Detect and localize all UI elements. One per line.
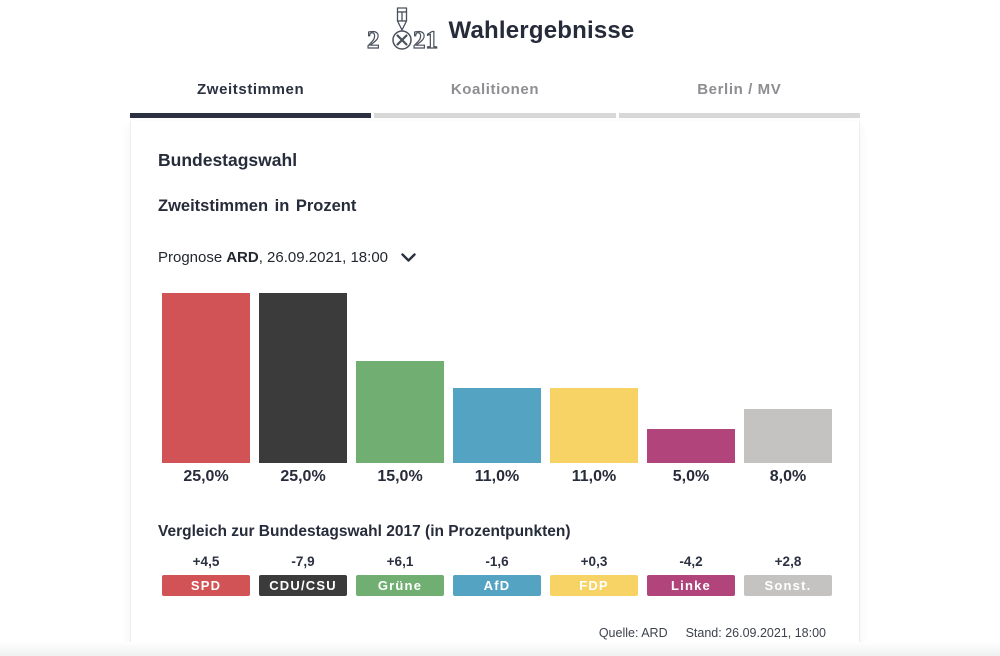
bar-fdp: [550, 388, 638, 463]
value-label-gr-ne: 15,0%: [377, 468, 423, 485]
bar-cdu-csu: [259, 293, 347, 463]
change-fdp: +0,3: [580, 554, 608, 569]
party-badge-gr-ne: Grüne: [356, 575, 444, 596]
party-badge-linke: Linke: [647, 575, 735, 596]
tab-zweitstimmen[interactable]: Zweitstimmen: [130, 81, 372, 118]
bar-linke: [647, 429, 735, 463]
party-badge-afd: AfD: [453, 575, 541, 596]
change-spd: +4,5: [192, 554, 220, 569]
value-label-fdp: 11,0%: [571, 468, 617, 485]
app-header: 2 21 Wahlergebnisse: [0, 6, 1000, 56]
change-sonst: +2,8: [774, 554, 802, 569]
prognose-source: ARD: [226, 249, 259, 266]
results-card: Bundestagswahl Zweitstimmen in Prozent P…: [130, 121, 860, 647]
tab-berlin-mv[interactable]: Berlin / MV: [618, 81, 860, 118]
change-cdu-csu: -7,9: [291, 554, 315, 569]
ballot-pencil-2021-logo-icon: 2 21: [366, 6, 440, 57]
party-badges-row: SPD CDU/CSU Grüne AfD FDP Linke Sonst.: [162, 575, 832, 596]
party-badge-fdp: FDP: [550, 575, 638, 596]
prognose-prefix: Prognose: [158, 249, 223, 266]
change-afd: -1,6: [485, 554, 509, 569]
tab-koalitionen[interactable]: Koalitionen: [374, 81, 616, 118]
logo-digits-21: 21: [413, 27, 438, 52]
value-label-linke: 5,0%: [672, 468, 710, 485]
party-badge-cdu-csu: CDU/CSU: [259, 575, 347, 596]
app-title: Wahlergebnisse: [448, 17, 635, 44]
stand-label: Stand: 26.09.2021, 18:00: [685, 626, 826, 640]
bar-sonst: [744, 409, 832, 463]
chart-title: Zweitstimmen in Prozent: [158, 197, 357, 215]
chevron-down-icon: [400, 252, 417, 263]
value-label-sonst: 8,0%: [769, 468, 807, 485]
party-badge-sonst: Sonst.: [744, 575, 832, 596]
tab-bar: Zweitstimmen Koalitionen Berlin / MV: [130, 81, 860, 118]
prognose-selector[interactable]: Prognose ARD , 26.09.2021, 18:00: [158, 249, 417, 266]
comparison-title: Vergleich zur Bundestagswahl 2017 (in Pr…: [158, 523, 571, 540]
party-badge-spd: SPD: [162, 575, 250, 596]
change-linke: -4,2: [679, 554, 703, 569]
bar-gr-ne: [356, 361, 444, 463]
prognose-suffix: , 26.09.2021, 18:00: [258, 249, 388, 266]
bar-chart: [162, 293, 832, 463]
value-label-spd: 25,0%: [183, 468, 229, 485]
page-bottom-fade: [0, 642, 1000, 656]
source-label: Quelle: ARD: [598, 626, 668, 640]
bar-afd: [453, 388, 541, 463]
change-gr-ne: +6,1: [386, 554, 414, 569]
page-title: Bundestagswahl: [158, 150, 298, 170]
bar-value-labels: 25,0% 25,0% 15,0% 11,0% 11,0% 5,0% 8,0%: [162, 468, 832, 486]
card-footer: Quelle: ARD Stand: 26.09.2021, 18:00: [599, 626, 826, 640]
logo-digit-2: 2: [367, 27, 380, 52]
bar-spd: [162, 293, 250, 463]
value-label-afd: 11,0%: [474, 468, 520, 485]
value-label-cdu-csu: 25,0%: [280, 468, 326, 485]
change-values-row: +4,5 -7,9 +6,1 -1,6 +0,3 -4,2 +2,8: [162, 554, 832, 569]
